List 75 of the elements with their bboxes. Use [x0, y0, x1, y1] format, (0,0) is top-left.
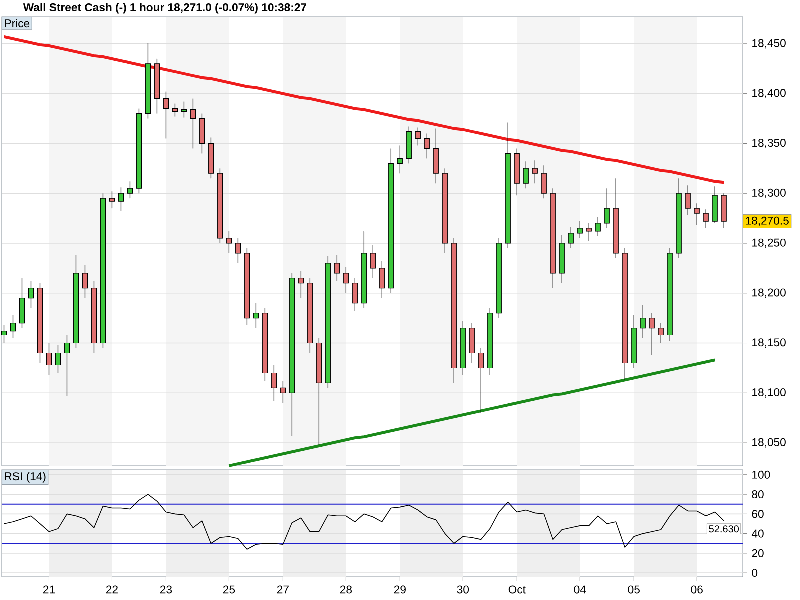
candlestick — [685, 185, 691, 216]
x-tick-label: 30 — [457, 586, 470, 594]
candlestick — [595, 217, 601, 237]
candlestick — [703, 209, 709, 229]
candlestick — [64, 334, 70, 396]
candlestick — [298, 271, 304, 299]
x-tick-label: 05 — [628, 586, 640, 594]
y-tick-label: 18,450 — [752, 39, 786, 49]
y-tick-label: 60 — [752, 510, 764, 518]
candlestick — [46, 342, 52, 376]
candlestick — [253, 303, 259, 329]
y-tick-label: 100 — [752, 470, 770, 479]
candlestick — [640, 305, 646, 339]
x-tick-label: 06 — [691, 586, 703, 594]
y-tick-label: 0 — [752, 569, 758, 578]
candlestick — [424, 133, 430, 160]
candlestick — [523, 161, 529, 189]
candlestick — [649, 313, 655, 356]
candlestick — [28, 281, 34, 309]
candlestick — [118, 187, 124, 212]
candlestick — [415, 127, 421, 146]
candlestick — [343, 267, 349, 294]
y-tick-label: 18,350 — [752, 139, 786, 148]
x-tick-label: 25 — [223, 586, 236, 594]
y-tick-label: 18,250 — [752, 238, 786, 248]
candlestick — [541, 165, 547, 199]
annotation: 52.630 — [709, 526, 740, 533]
candlestick — [1, 324, 8, 344]
y-tick-label: 40 — [752, 530, 764, 538]
candlestick — [478, 348, 484, 414]
candlestick — [694, 203, 700, 226]
y-tick-label: 18,200 — [752, 288, 786, 298]
candlestick — [271, 364, 277, 402]
candlestick — [226, 231, 232, 254]
candlestick — [658, 322, 664, 344]
candlestick — [577, 221, 583, 239]
candlestick — [181, 101, 188, 118]
candlestick — [586, 223, 592, 242]
y-tick-label: 20 — [752, 549, 764, 558]
chart-subtitle: RSI (14) — [5, 472, 46, 483]
x-tick-label: Oct — [508, 586, 526, 594]
x-tick-label: 04 — [574, 586, 586, 594]
y-tick-label: 80 — [752, 490, 764, 499]
candlestick — [127, 181, 134, 199]
candlestick — [568, 227, 574, 249]
y-tick-label: 18,300 — [752, 188, 786, 198]
candlestick — [397, 145, 403, 174]
candlestick — [10, 315, 16, 339]
y-tick-label: 18,150 — [752, 338, 786, 348]
candlestick — [352, 278, 358, 312]
x-tick-label: 23 — [160, 586, 172, 594]
x-tick-label: 22 — [106, 586, 118, 594]
candlestick — [82, 265, 88, 299]
candlestick — [190, 98, 196, 150]
x-tick-label: 21 — [44, 586, 55, 594]
text: 18,270.5 — [746, 216, 789, 226]
candlestick — [163, 91, 170, 140]
y-tick-label: 18,050 — [752, 438, 786, 448]
candlestick — [172, 103, 178, 118]
candlestick — [379, 261, 385, 299]
chart-title: Wall Street Cash (-) 1 hour 18,271.0 (-0.07%) 10:38:27 — [23, 3, 307, 14]
candlestick — [334, 255, 340, 282]
candlestick — [532, 160, 538, 184]
x-tick-label: 29 — [394, 586, 406, 594]
chart-subtitle: Price — [5, 19, 30, 28]
candlestick — [604, 188, 610, 229]
y-tick-label: 18,100 — [752, 388, 786, 398]
y-tick-label: 18,400 — [752, 89, 786, 99]
candlestick — [109, 191, 116, 209]
candlestick — [55, 344, 62, 374]
candlestick — [235, 238, 241, 264]
x-tick-label: 28 — [340, 586, 352, 594]
x-tick-label: 27 — [277, 586, 289, 594]
candlestick — [280, 380, 286, 404]
candlestick — [370, 245, 376, 279]
